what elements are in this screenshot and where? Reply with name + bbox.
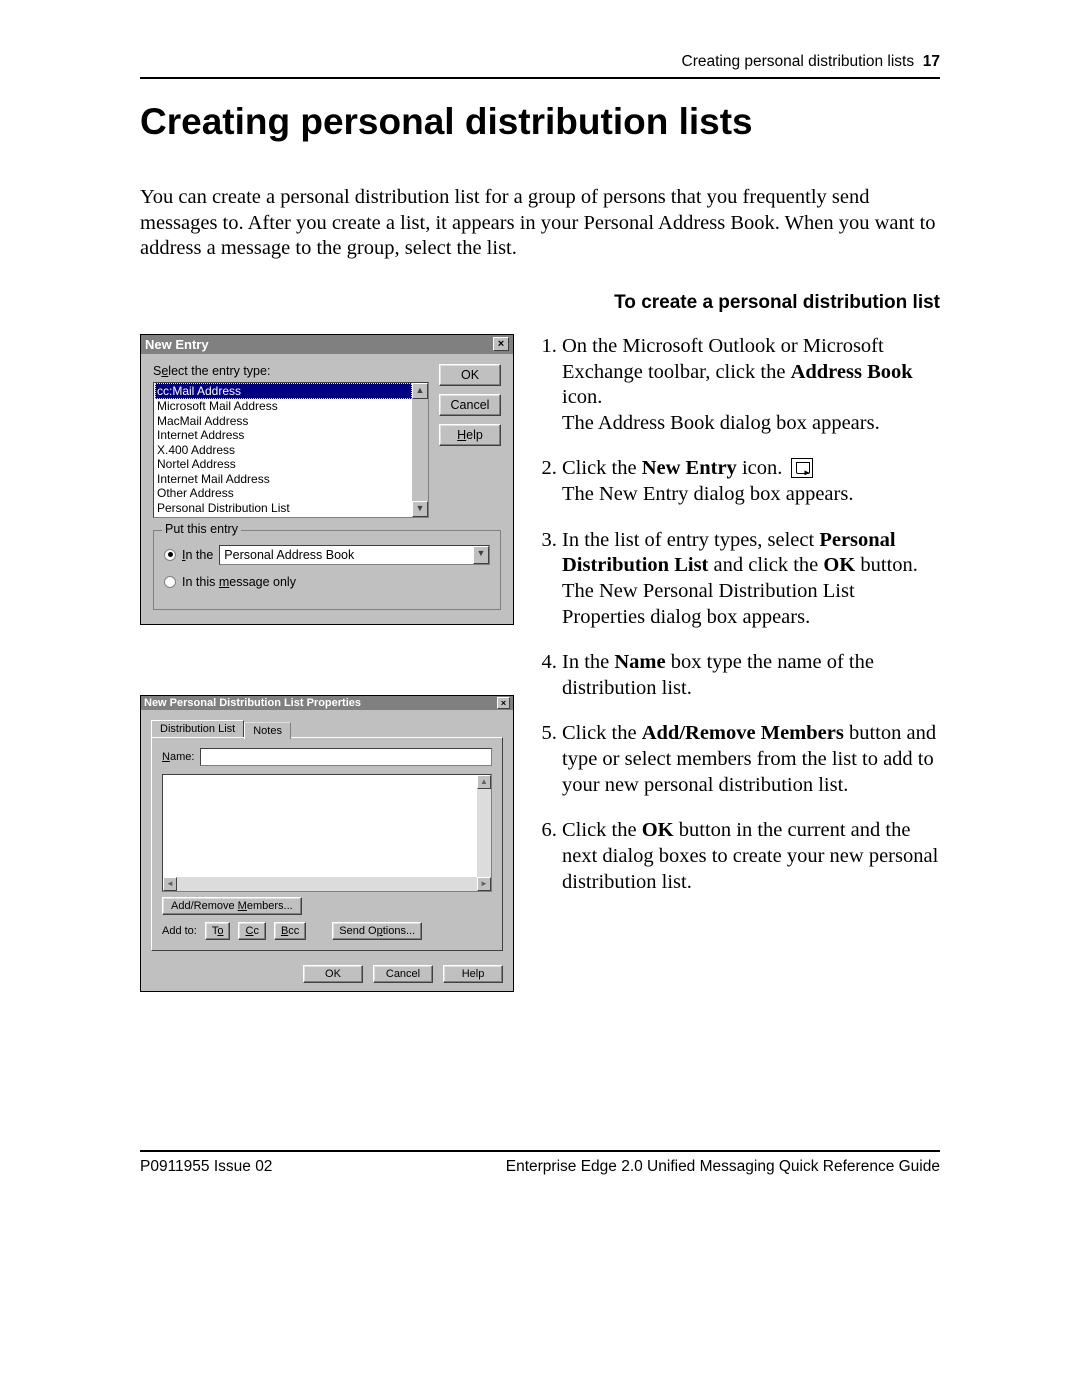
- ok-button[interactable]: OK: [303, 965, 363, 983]
- pdl-title: New Personal Distribution List Propertie…: [144, 697, 361, 709]
- select-entry-type-label: Select the entry type:: [153, 364, 429, 378]
- name-input[interactable]: [200, 748, 492, 766]
- list-item[interactable]: X.400 Address: [157, 443, 410, 458]
- cancel-button[interactable]: Cancel: [439, 394, 501, 416]
- page-footer: P0911955 Issue 02 Enterprise Edge 2.0 Un…: [140, 1150, 940, 1176]
- new-entry-titlebar: New Entry ×: [141, 335, 513, 354]
- ok-button[interactable]: OK: [439, 364, 501, 386]
- message-only-label: In this message only: [182, 575, 296, 589]
- list-item[interactable]: MacMail Address: [157, 414, 410, 429]
- scrollbar[interactable]: ▲ ▼: [412, 383, 428, 517]
- tab-distribution-list[interactable]: Distribution List: [151, 720, 244, 737]
- step-5: Click the Add/Remove Members button and …: [562, 721, 940, 798]
- step-2: Click the New Entry icon. The New Entry …: [562, 456, 940, 507]
- scroll-up-icon[interactable]: ▲: [412, 383, 428, 399]
- list-item[interactable]: Internet Address: [157, 428, 410, 443]
- step-3: In the list of entry types, select Perso…: [562, 528, 940, 631]
- pdl-properties-dialog: New Personal Distribution List Propertie…: [140, 695, 514, 992]
- in-the-label: In the: [182, 548, 213, 562]
- in-the-radio[interactable]: [164, 549, 176, 561]
- list-item[interactable]: Internet Mail Address: [157, 472, 410, 487]
- scroll-down-icon[interactable]: ▼: [412, 501, 428, 517]
- list-item[interactable]: Other Address: [157, 486, 410, 501]
- entry-type-listbox[interactable]: cc:Mail Address Microsoft Mail Address M…: [153, 382, 429, 518]
- address-book-combo[interactable]: Personal Address Book ▼: [219, 545, 490, 565]
- intro-paragraph: You can create a personal distribution l…: [140, 185, 940, 262]
- scroll-up-icon[interactable]: ▲: [477, 775, 491, 789]
- members-listbox[interactable]: ▲ ◄ ►: [162, 774, 492, 892]
- combo-value: Personal Address Book: [220, 548, 473, 562]
- procedure-heading: To create a personal distribution list: [140, 292, 940, 314]
- put-this-entry-group: Put this entry In the Personal Address B…: [153, 530, 501, 610]
- page-title: Creating personal distribution lists: [140, 101, 940, 143]
- tab-notes[interactable]: Notes: [244, 722, 291, 739]
- close-icon[interactable]: ×: [493, 337, 509, 351]
- group-legend: Put this entry: [162, 522, 241, 536]
- list-item[interactable]: Personal Distribution List: [157, 501, 410, 516]
- footer-right: Enterprise Edge 2.0 Unified Messaging Qu…: [506, 1158, 940, 1176]
- chevron-down-icon[interactable]: ▼: [473, 546, 489, 564]
- new-entry-title: New Entry: [145, 337, 209, 352]
- scroll-right-icon[interactable]: ►: [477, 877, 491, 891]
- pdl-titlebar: New Personal Distribution List Propertie…: [141, 696, 513, 710]
- footer-left: P0911955 Issue 02: [140, 1158, 272, 1176]
- close-icon[interactable]: ×: [497, 697, 510, 709]
- help-button[interactable]: Help: [443, 965, 503, 983]
- scrollbar-horizontal[interactable]: ◄ ►: [163, 877, 491, 891]
- add-remove-members-button[interactable]: Add/Remove Members...: [162, 897, 302, 915]
- running-head: Creating personal distribution lists 17: [140, 53, 940, 79]
- cancel-button[interactable]: Cancel: [373, 965, 433, 983]
- list-item[interactable]: Microsoft Mail Address: [157, 399, 410, 414]
- help-button[interactable]: Help: [439, 424, 501, 446]
- name-label: Name:: [162, 751, 194, 763]
- add-to-label: Add to:: [162, 925, 197, 937]
- cc-button[interactable]: Cc: [238, 922, 265, 940]
- bcc-button[interactable]: Bcc: [274, 922, 306, 940]
- step-1: On the Microsoft Outlook or Microsoft Ex…: [562, 334, 940, 437]
- scrollbar[interactable]: ▲: [477, 775, 491, 877]
- step-6: Click the OK button in the current and t…: [562, 818, 940, 895]
- scroll-left-icon[interactable]: ◄: [163, 877, 177, 891]
- step-4: In the Name box type the name of the dis…: [562, 650, 940, 701]
- new-entry-dialog: New Entry × Select the entry type: cc:Ma…: [140, 334, 514, 625]
- list-item[interactable]: Nortel Address: [157, 457, 410, 472]
- message-only-radio[interactable]: [164, 576, 176, 588]
- new-entry-icon: [791, 458, 813, 478]
- page-number: 17: [923, 53, 940, 70]
- to-button[interactable]: To: [205, 922, 231, 940]
- steps-list: On the Microsoft Outlook or Microsoft Ex…: [532, 334, 940, 895]
- running-head-text: Creating personal distribution lists: [682, 53, 915, 70]
- list-item[interactable]: cc:Mail Address: [155, 383, 412, 400]
- send-options-button[interactable]: Send Options...: [332, 922, 422, 940]
